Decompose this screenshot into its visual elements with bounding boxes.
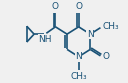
Text: N: N: [75, 52, 82, 61]
Text: CH₃: CH₃: [70, 72, 87, 81]
Text: CH₃: CH₃: [103, 22, 119, 31]
Text: O: O: [52, 2, 59, 11]
Text: O: O: [103, 52, 109, 61]
Text: O: O: [75, 2, 82, 11]
Text: N: N: [87, 30, 94, 39]
Text: NH: NH: [38, 35, 52, 44]
